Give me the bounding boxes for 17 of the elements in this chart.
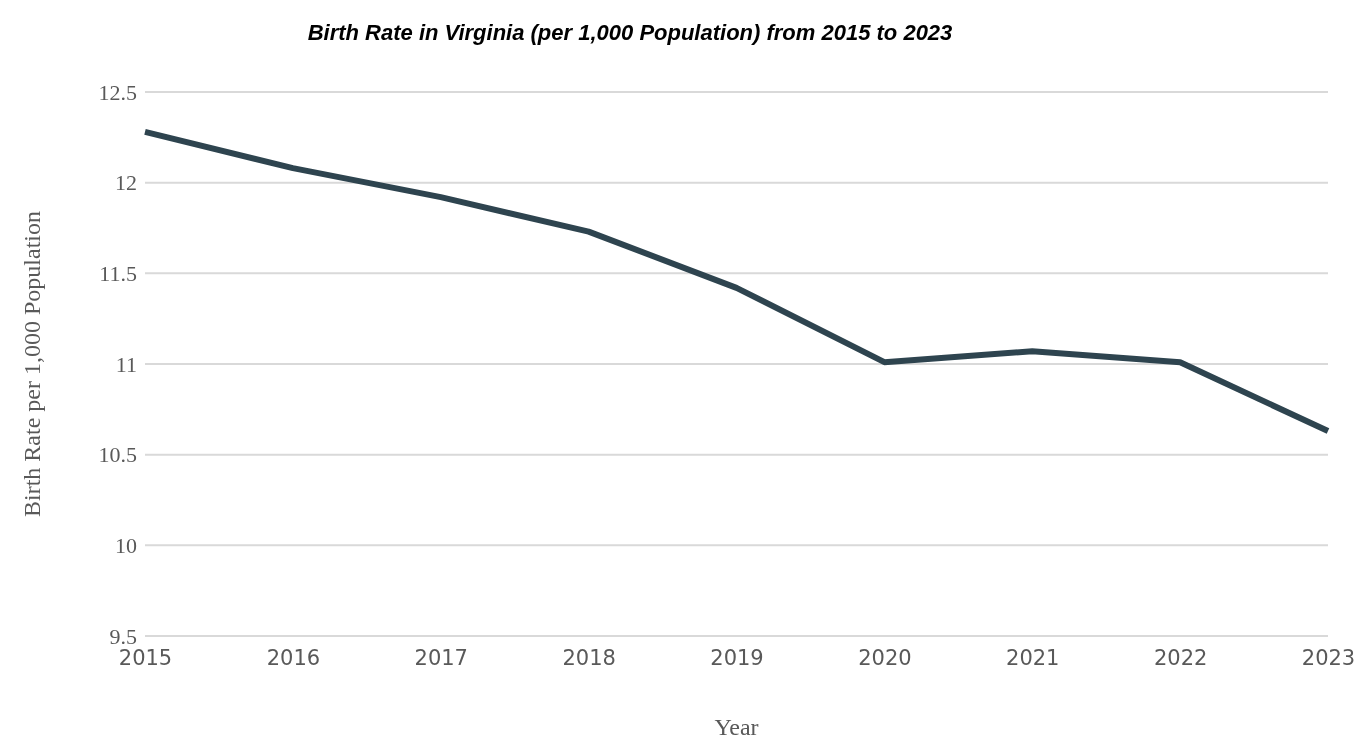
x-axis-title: Year (714, 714, 759, 740)
x-tick-label: 2022 (1153, 645, 1208, 670)
y-tick-label: 12 (115, 170, 137, 196)
chart-title: Birth Rate in Virginia (per 1,000 Population) from 2015 to 2023 (307, 20, 953, 45)
x-tick-label: 2021 (1006, 645, 1060, 670)
y-axis-title: Birth Rate per 1,000 Population (19, 211, 45, 517)
y-tick-label: 12.5 (98, 79, 137, 105)
x-tick-label: 2018 (562, 645, 616, 670)
x-tick-label: 2019 (710, 645, 764, 670)
x-tick-label: 2017 (414, 645, 468, 670)
x-tick-label: 2023 (1301, 645, 1356, 670)
x-tick-label: 2016 (266, 645, 321, 670)
x-tick-label: 2020 (858, 645, 912, 670)
y-tick-label: 11.5 (99, 260, 137, 286)
y-tick-label: 11 (115, 351, 137, 377)
y-tick-label: 10 (115, 532, 137, 558)
y-tick-label: 10.5 (98, 442, 137, 468)
